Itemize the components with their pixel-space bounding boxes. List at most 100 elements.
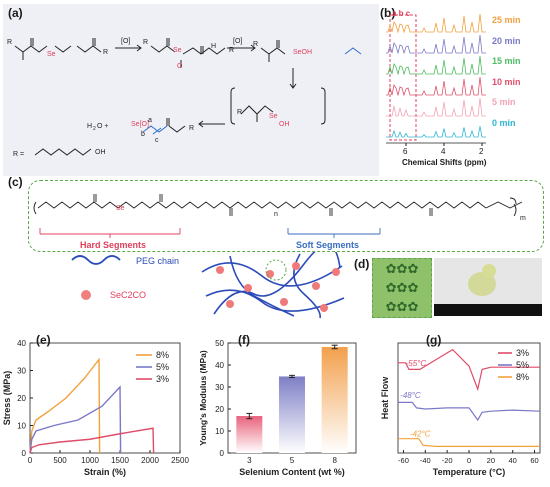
- duck-head: [482, 264, 496, 278]
- polymer-network: [201, 252, 345, 319]
- chart-g-xtick-label: 60: [530, 456, 538, 465]
- se-atom-3: Se: [269, 113, 278, 120]
- chart-e-ytick-label: 10: [17, 422, 26, 431]
- panel-label-b: (b): [380, 6, 396, 20]
- time-label-0: 0 min: [492, 117, 516, 128]
- chart-f-xlabel: Selenium Content (wt %): [239, 467, 345, 477]
- chart-f-ytick-label: 20: [215, 405, 224, 414]
- chart-e-ytick-label: 20: [17, 394, 26, 403]
- chart-e-ytick-label: 30: [17, 367, 26, 376]
- se-oxide-o: O: [177, 63, 183, 70]
- chart-g-annotation: -55°C: [406, 359, 427, 368]
- chart-f-ytick-label: 0: [220, 449, 225, 458]
- r-right-2: R: [229, 47, 234, 54]
- polymer-structure: Se n m Hard Segments Soft Segments: [33, 194, 526, 250]
- nmr-trace-2: [386, 55, 486, 76]
- seoh-group: SeOH: [293, 49, 312, 56]
- time-label-25: 25 min: [492, 15, 521, 25]
- peg-chain-label: PEG chain: [136, 256, 179, 266]
- panel-label-c: (c): [8, 175, 23, 189]
- polymer-m-sub: m: [520, 215, 526, 222]
- pattern-glyphs: ✿✿✿ ✿✿✿ ✿✿✿: [385, 261, 419, 314]
- chart-e-xtick-label: 2500: [171, 456, 189, 465]
- label-a: a: [148, 117, 152, 124]
- polymer-se-atom: Se: [116, 205, 125, 212]
- hard-segments-label: Hard Segments: [80, 240, 146, 250]
- chart-f-ylabel: Young's Modulus (MPa): [198, 350, 208, 446]
- chart-f-ytick-label: 10: [215, 427, 224, 436]
- chart-g-xtick-label: 20: [487, 456, 495, 465]
- duck-base: [434, 304, 542, 316]
- chart-f-xtick-label: 5: [290, 456, 295, 465]
- water-sub: 2: [93, 126, 96, 132]
- chart-e-ytick-label: 0: [22, 449, 27, 458]
- label-b: b: [141, 131, 145, 138]
- oxidation-label-1: [O]: [121, 38, 130, 45]
- nmr-tick-6: 6: [403, 147, 408, 156]
- chart-e-ytick-label: 40: [17, 339, 26, 348]
- photo-pattern: ✿✿✿ ✿✿✿ ✿✿✿: [372, 258, 432, 318]
- photo-duck: [434, 258, 542, 316]
- nmr-trace-5: [386, 126, 486, 138]
- chart-e-series-3%: [29, 427, 155, 454]
- chart-g-series-8%: [398, 438, 540, 448]
- label-c: c: [155, 137, 159, 144]
- nmr-abc-header: a b c: [392, 9, 411, 18]
- soft-segments-label: Soft Segments: [296, 240, 359, 250]
- panel-label-g: (g): [426, 333, 442, 347]
- chart-e-xtick-label: 1500: [111, 456, 129, 465]
- chart-e-series-5%: [29, 385, 122, 454]
- time-label-20: 20 min: [492, 35, 521, 46]
- chart-e-legend-label: 5%: [156, 362, 169, 372]
- nmr-spectra: [386, 13, 486, 146]
- chart-g-xtick-label: 0: [467, 456, 471, 465]
- sec2co-swatch: [81, 290, 91, 300]
- chart-e-xtick-label: 1000: [81, 456, 99, 465]
- polymer-structure-box: [28, 180, 544, 252]
- r-left-bracket: R: [237, 109, 242, 116]
- r-product: R: [189, 125, 194, 132]
- chart-f-bar-3: [236, 416, 263, 453]
- nmr-time-labels: 25 min 20 min 15 min 10 min 5 min 0 min: [492, 10, 521, 133]
- chart-f-bar-5: [279, 376, 305, 453]
- nmr-traces: [386, 13, 486, 138]
- se-atom-1: Se: [47, 51, 56, 58]
- panel-label-f: (f): [238, 333, 250, 347]
- time-label-15: 15 min: [492, 56, 521, 66]
- panel-label-a: (a): [8, 6, 23, 20]
- chart-g-series-5%: [398, 401, 541, 422]
- chart-g-xtick-label: -40: [420, 456, 431, 465]
- chart-g-xlabel: Temperature (°C): [433, 467, 505, 477]
- nmr-tick-2: 2: [479, 147, 484, 156]
- chart-g-legend-label: 3%: [516, 348, 529, 358]
- chart-g-series-3%: [398, 348, 540, 392]
- r-left-1: R: [7, 39, 12, 46]
- chart-f-ytick-label: 30: [215, 383, 224, 392]
- chart-f-bar-8: [321, 346, 348, 453]
- chart-f-ytick-label: 40: [215, 361, 224, 370]
- chart-f-xtick-label: 3: [247, 456, 252, 465]
- oh-group: OH: [279, 121, 290, 128]
- scheme-a-drawing: Se Se SeOH Se OH O Se[O] [O] [O] R R R R…: [7, 38, 362, 158]
- chart-g-legend-label: 5%: [516, 360, 529, 370]
- chart-e-ylabel: Stress (MPa): [2, 371, 12, 426]
- chart-e-xtick-label: 2000: [141, 456, 159, 465]
- nmr-trace-4: [386, 97, 486, 117]
- chart-g-xtick-label: -20: [442, 456, 453, 465]
- chart-e-xtick-label: 0: [28, 456, 33, 465]
- r-terminal-oh: OH: [95, 149, 106, 156]
- chart-e-series-8%: [29, 357, 101, 454]
- chart-f-ytick-label: 50: [215, 339, 224, 348]
- chart-e-xlabel: Strain (%): [84, 467, 126, 477]
- chart-f-xtick-label: 8: [332, 456, 337, 465]
- se-oxide-byproduct: Se[O]: [131, 121, 149, 128]
- nmr-highlight-box: [389, 14, 417, 141]
- chart-g-xtick-label: 40: [509, 456, 517, 465]
- panel-label-e: (e): [36, 333, 51, 347]
- network-legend: PEG chain SeC2CO: [71, 255, 179, 300]
- se-atom-2: Se: [173, 47, 182, 54]
- chart-g-xtick-label: -60: [398, 456, 409, 465]
- chart-g-annotation: -42°C: [410, 430, 431, 439]
- peg-chain-swatch: [71, 255, 121, 265]
